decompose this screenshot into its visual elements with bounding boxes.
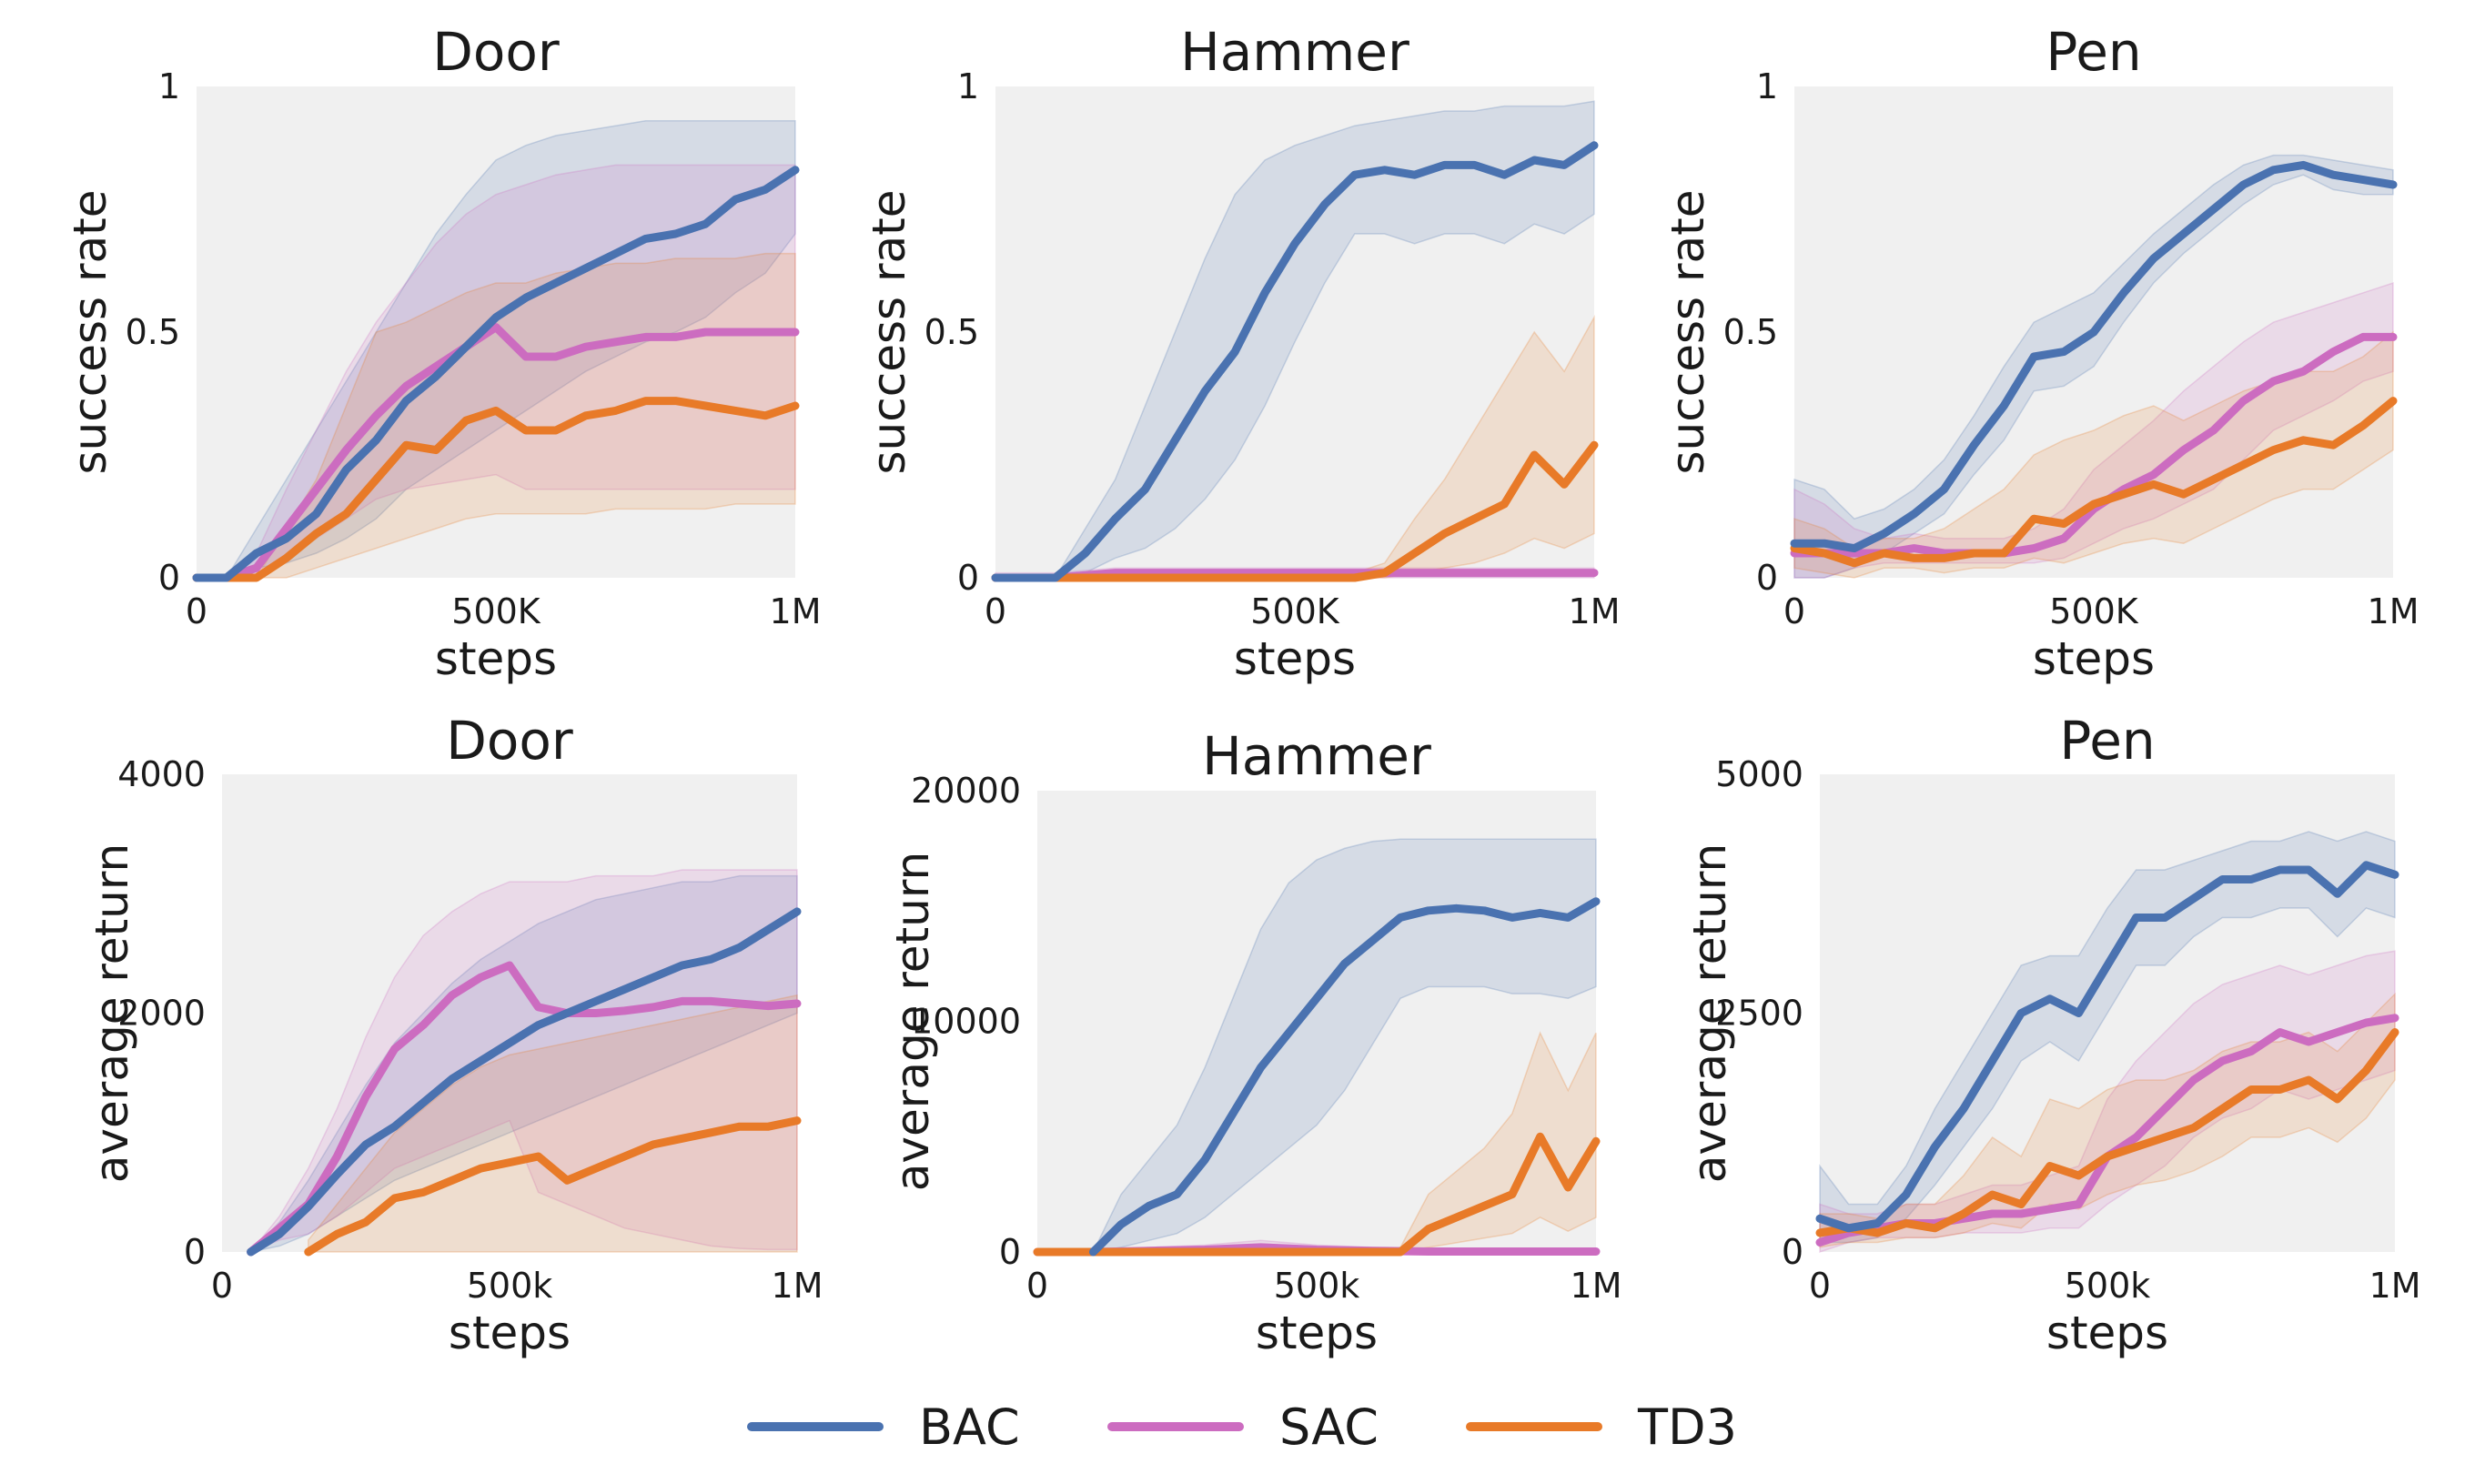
legend-item-td3: TD3 [1466, 1398, 1737, 1456]
confidence-band-sac [1793, 281, 2394, 579]
x-tick-label: 0 [1809, 1266, 1831, 1306]
series-line-td3 [991, 440, 1599, 582]
series-line-td3 [192, 397, 800, 582]
confidence-band-td3 [1819, 992, 2396, 1248]
series-line-bac [1815, 861, 2399, 1233]
confidence-band-bac [995, 100, 1595, 579]
x-tick-label: 0 [186, 591, 207, 631]
y-tick-label: 2000 [117, 994, 206, 1034]
plot-area [222, 774, 797, 1252]
legend: BAC SAC TD3 [747, 1398, 1737, 1456]
series-line-sac [247, 961, 802, 1257]
confidence-band-sac [1819, 950, 2396, 1254]
y-tick-label: 20000 [911, 771, 1021, 811]
y-axis-label: average return [886, 852, 939, 1191]
x-axis-label: steps [435, 632, 557, 685]
confidence-band-sac [250, 869, 798, 1253]
plot-area [1037, 791, 1596, 1252]
x-tick-label: 500K [1250, 591, 1340, 631]
legend-label: BAC [919, 1398, 1020, 1456]
y-axis-label: average return [1683, 843, 1736, 1183]
y-tick-label: 0 [1782, 1232, 1803, 1272]
confidence-band-bac [1793, 154, 2394, 579]
y-tick-label: 0.5 [1723, 312, 1778, 352]
subplot-hammer-success-rate: Hammer 0 0.5 1 0 500K 1M steps success rate [863, 21, 1620, 685]
y-axis-label: success rate [64, 189, 116, 474]
subplot-door-success-rate: Door 0 0.5 1 0 500K 1M steps success rate [64, 21, 821, 685]
series-line-sac [192, 323, 800, 582]
subplot-title: Pen [2046, 21, 2141, 83]
x-tick-label: 500k [467, 1266, 553, 1306]
subplot-pen-success-rate: Pen 0 0.5 1 0 500K 1M steps success rate [1662, 21, 2419, 685]
subplot-title: Door [432, 21, 560, 83]
y-tick-label: 0 [184, 1232, 206, 1272]
x-tick-label: 500K [451, 591, 541, 631]
x-tick-label: 0 [985, 591, 1006, 631]
y-tick-label: 5000 [1715, 754, 1803, 794]
x-tick-label: 500k [1274, 1266, 1360, 1306]
subplot-grid: Door 0 0.5 1 0 500K 1M steps success rate Hammer 0… [64, 21, 2420, 1359]
y-tick-label: 2500 [1715, 994, 1803, 1034]
subplot-title: Hammer [1202, 725, 1431, 787]
x-tick-label: 500k [2065, 1266, 2151, 1306]
series-line-bac [991, 141, 1599, 582]
y-axis-label: success rate [1662, 189, 1714, 474]
x-tick-label: 1M [770, 591, 822, 631]
x-tick-label: 0 [1783, 591, 1805, 631]
y-tick-label: 0.5 [924, 312, 979, 352]
y-tick-label: 0.5 [126, 312, 180, 352]
x-axis-label: steps [1234, 632, 1356, 685]
subplot-title: Pen [2059, 710, 2155, 772]
series-line-td3 [304, 1116, 802, 1257]
subplot-title: Door [446, 710, 573, 772]
x-tick-label: 1M [1571, 1266, 1622, 1306]
x-axis-label: steps [2046, 1307, 2168, 1359]
legend-label: SAC [1279, 1398, 1379, 1456]
x-axis-label: steps [449, 1307, 571, 1359]
legend-label: TD3 [1637, 1398, 1737, 1456]
series-line-bac [1088, 897, 1601, 1257]
y-tick-label: 4000 [117, 754, 206, 794]
x-tick-label: 0 [1026, 1266, 1048, 1306]
subplot-hammer-average-return: Hammer 0 10000 20000 0 500k 1M steps average ret… [886, 725, 1621, 1359]
y-axis-label: average return [86, 843, 138, 1183]
x-tick-label: 1M [772, 1266, 823, 1306]
confidence-band-bac [1092, 838, 1597, 1253]
y-tick-label: 0 [999, 1232, 1021, 1272]
series-line-td3 [1033, 1132, 1601, 1257]
y-tick-label: 0 [158, 558, 180, 598]
x-tick-label: 1M [1569, 591, 1621, 631]
x-tick-label: 500K [2049, 591, 2139, 631]
series-line-bac [247, 907, 802, 1257]
y-tick-label: 0 [1756, 558, 1778, 598]
x-tick-label: 1M [2368, 591, 2419, 631]
x-axis-label: steps [2033, 632, 2155, 685]
y-tick-label: 1 [957, 66, 979, 106]
legend-item-sac: SAC [1107, 1398, 1379, 1456]
x-tick-label: 0 [211, 1266, 233, 1306]
x-tick-label: 1M [2369, 1266, 2421, 1306]
confidence-band-bac [248, 874, 798, 1254]
series-line-td3 [1815, 1028, 2399, 1237]
confidence-band-td3 [1793, 330, 2394, 579]
legend-item-bac: BAC [747, 1398, 1020, 1456]
y-tick-label: 1 [1756, 66, 1778, 106]
y-tick-label: 1 [158, 66, 180, 106]
subplot-door-average-return: Door 0 2000 4000 0 500k 1M steps average return [86, 710, 823, 1359]
y-tick-label: 0 [957, 558, 979, 598]
series-line-bac [192, 166, 800, 582]
series-line-td3 [1790, 397, 2398, 568]
y-axis-label: success rate [863, 189, 915, 474]
series-line-bac [1790, 160, 2398, 553]
y-tick-label: 10000 [911, 1002, 1021, 1042]
confidence-band-bac [1819, 831, 2396, 1244]
subplot-pen-average-return: Pen 0 2500 5000 0 500k 1M steps average return [1683, 710, 2420, 1359]
x-axis-label: steps [1256, 1307, 1378, 1359]
subplot-title: Hammer [1180, 21, 1409, 83]
